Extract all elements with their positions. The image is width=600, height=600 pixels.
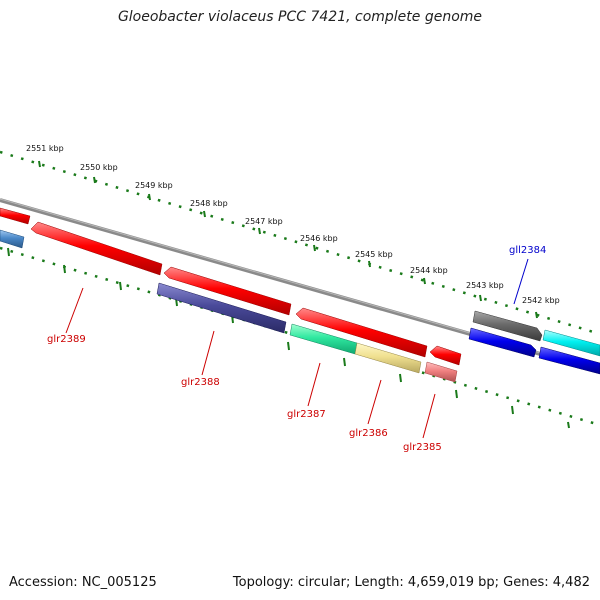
leader-glr2385: [422, 393, 436, 439]
feature-tracks: [0, 229, 600, 383]
kbp-label: 2543 kbp: [466, 281, 504, 290]
gene-arrow-partial-left[interactable]: [0, 207, 31, 225]
gene-label-glr2386[interactable]: glr2386: [349, 428, 388, 439]
gene-label-glr2385[interactable]: glr2385: [403, 442, 442, 453]
label-leaders: [65, 258, 529, 439]
kbp-label: 2546 kbp: [300, 234, 338, 243]
gene-label-glr2388[interactable]: glr2388: [181, 377, 220, 388]
map-title: Gloeobacter violaceus PCC 7421, complete…: [117, 9, 483, 25]
genome-info-text: Topology: circular; Length: 4,659,019 bp…: [232, 575, 590, 590]
gene-arrow-forward-cyan[interactable]: [542, 329, 600, 357]
leader-gll2384: [513, 258, 529, 305]
feature-block-steel[interactable]: [0, 229, 25, 249]
feature-block-pink[interactable]: [424, 361, 458, 383]
gene-arrow-glr2387[interactable]: [295, 307, 428, 358]
kbp-label: 2547 kbp: [245, 217, 283, 226]
kbp-label: 2550 kbp: [80, 163, 118, 172]
gene-arrow-gll2384[interactable]: [472, 310, 543, 342]
feature-block-navy[interactable]: [156, 282, 287, 334]
kbp-label: 2549 kbp: [135, 181, 173, 190]
gene-label-glr2389[interactable]: glr2389: [47, 334, 86, 345]
gene-label-gll2384[interactable]: gll2384: [509, 245, 546, 256]
kbp-label: 2548 kbp: [190, 199, 228, 208]
kbp-label: 2545 kbp: [355, 250, 393, 259]
kbp-label: 2551 kbp: [26, 144, 64, 153]
gene-label-glr2387[interactable]: glr2387: [287, 409, 326, 420]
leader-glr2386: [367, 379, 382, 425]
outer-tick-ring: [0, 150, 600, 336]
feature-block-blue-right[interactable]: [538, 346, 600, 375]
kbp-labels: 2551 kbp 2550 kbp 2549 kbp 2548 kbp 2547…: [26, 144, 560, 305]
kbp-label: 2542 kbp: [522, 296, 560, 305]
outer-major-ticks: [38, 160, 538, 319]
inner-tick-ring: [0, 246, 600, 429]
kbp-label: 2544 kbp: [410, 266, 448, 275]
gene-labels: glr2389 glr2388 glr2387 glr2386 glr2385 …: [47, 245, 546, 453]
accession-text: Accession: NC_005125: [9, 575, 157, 590]
reverse-strand-genes: [0, 207, 462, 366]
leader-glr2389: [65, 287, 84, 334]
gene-arrow-glr2385[interactable]: [429, 345, 462, 366]
gene-arrow-glr2389[interactable]: [30, 221, 163, 276]
forward-strand-genes: [472, 310, 600, 357]
gene-arrow-glr2388[interactable]: [163, 266, 292, 316]
inner-major-ticks: [7, 247, 570, 429]
feature-block-blue[interactable]: [468, 327, 537, 358]
feature-block-khaki[interactable]: [354, 342, 422, 374]
leader-glr2387: [307, 362, 321, 407]
leader-glr2388: [201, 330, 215, 376]
